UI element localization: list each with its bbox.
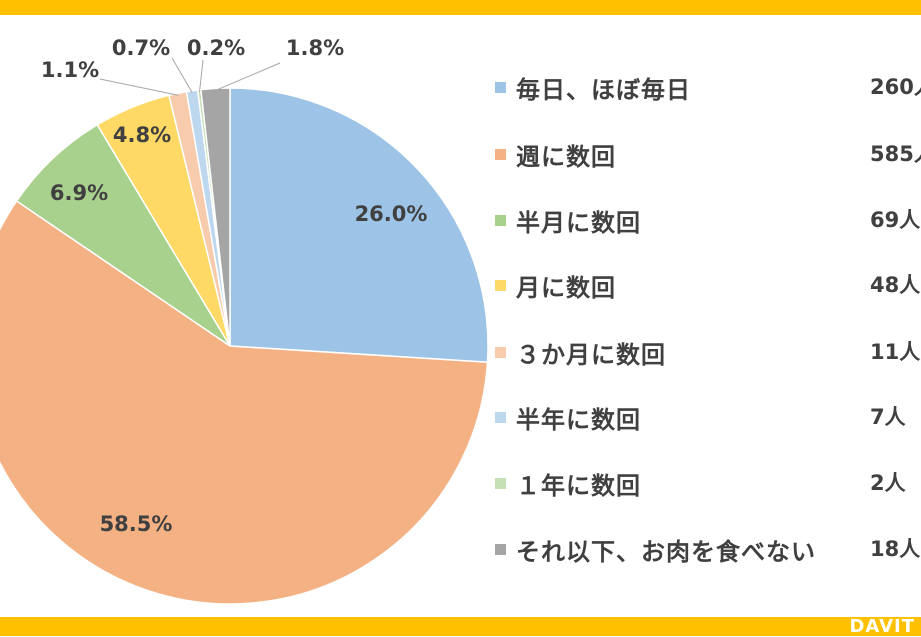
legend-label: 週に数回 [516,142,616,171]
legend-item-6: 半年に数回 7人 [495,402,906,434]
legend-item-7: １年に数回 2人 [495,468,906,500]
legend-item-3: 半月に数回 69人 [495,205,920,237]
data-label-4: 4.8% [113,123,171,147]
legend-swatch [495,411,506,423]
legend-label: 毎日、ほぼ毎日 [516,75,691,104]
legend-label: 半月に数回 [516,208,641,237]
legend-item-4: 月に数回 48人 [495,270,920,302]
bottom-band: DAVIT [0,617,921,636]
legend-count: 2人 [870,471,906,495]
legend-count: 48人 [870,273,921,297]
data-label-5: 1.1% [41,58,99,82]
legend-label: それ以下、お肉を食べない [516,537,816,566]
data-label-8: 1.8% [286,36,344,60]
legend-swatch [495,543,506,555]
pie-slice-2 [0,199,489,605]
top-band [0,0,921,15]
legend-count: 69人 [870,208,921,232]
pie-slice-1 [229,87,489,363]
legend-swatch [495,346,506,358]
data-label-7: 0.2% [187,36,245,60]
data-label-6: 0.7% [112,36,170,60]
legend-count: 11人 [870,340,921,364]
legend-item-5: ３か月に数回 11人 [495,337,920,369]
legend-label: 月に数回 [516,273,616,302]
legend-item-1: 毎日、ほぼ毎日 260人 [495,72,921,104]
data-label-1: 26.0% [355,202,428,226]
data-label-2: 58.5% [100,512,173,536]
leader-line-6 [171,57,193,94]
pie-slice-8 [200,87,231,347]
legend-swatch [495,81,506,93]
legend-label: １年に数回 [516,471,641,500]
legend-item-8: それ以下、お肉を食べない 18人 [495,534,920,566]
legend-item-2: 週に数回 585人 [495,139,921,171]
legend-count: 260人 [870,75,921,99]
data-label-3: 6.9% [50,181,108,205]
legend-label: ３か月に数回 [516,340,666,369]
pie-slice-3 [15,123,231,347]
legend-count: 7人 [870,405,906,429]
leader-line-8 [215,62,281,91]
legend-swatch [495,214,506,226]
brand-logo: DAVIT [849,616,915,637]
legend-swatch [495,148,506,160]
legend-count: 585人 [870,142,921,166]
leader-line-7 [199,59,204,92]
legend-label: 半年に数回 [516,405,641,434]
legend-count: 18人 [870,537,921,561]
legend-swatch [495,279,506,291]
legend-swatch [495,477,506,489]
leader-line-5 [99,78,179,96]
